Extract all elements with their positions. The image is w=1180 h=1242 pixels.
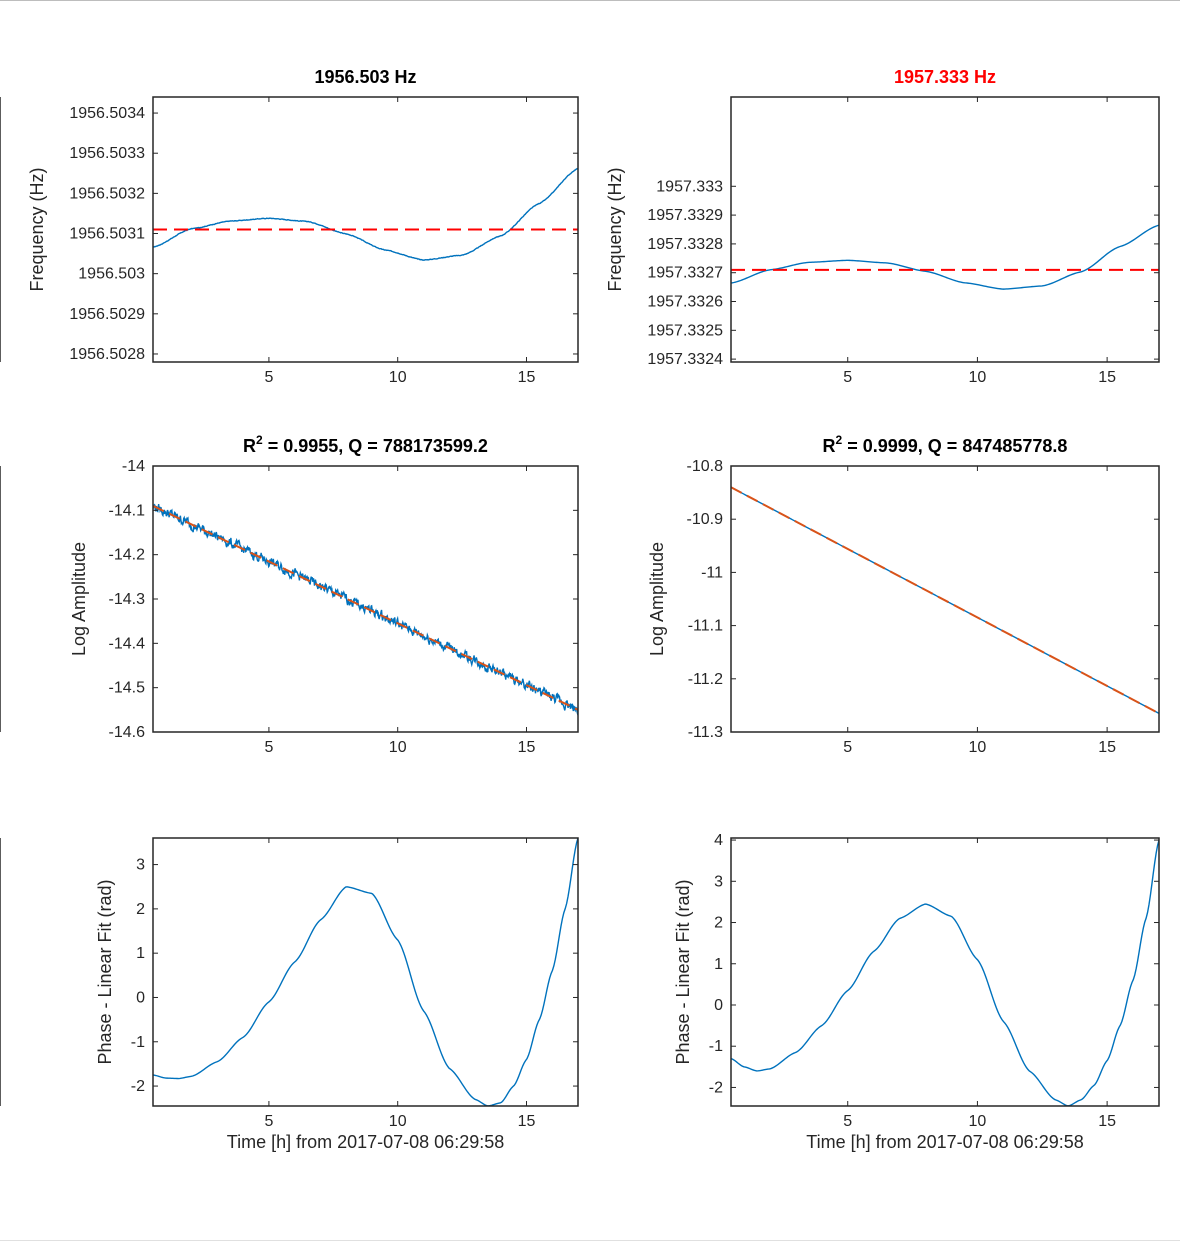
y-tick-label: 2 — [714, 915, 723, 932]
y-tick-label: -11.1 — [688, 618, 723, 635]
panel-2: 5 10 15 1957.3324 1957.3325 1957.3326 1957.332… — [605, 67, 1160, 386]
top-border — [0, 0, 1180, 1]
y-tick-label: 4 — [714, 832, 723, 849]
y-tick-label: -11.2 — [688, 671, 723, 688]
y-tick-label: 1956.5028 — [69, 346, 145, 363]
y-axis-label: Frequency (Hz) — [27, 167, 47, 291]
x-tick-label: 15 — [518, 369, 536, 386]
panel-title: 1957.333 Hz — [894, 67, 996, 87]
y-tick-label: -11.3 — [688, 724, 723, 741]
y-tick-label: 1956.5032 — [69, 185, 145, 202]
x-tick-label: 5 — [264, 739, 273, 756]
data-series — [153, 503, 578, 716]
y-tick-label: -14.5 — [109, 680, 146, 697]
x-tick-label: 10 — [389, 739, 407, 756]
axes-box — [730, 837, 1160, 1107]
x-tick-label: 15 — [518, 1113, 536, 1130]
axes-box — [152, 465, 579, 733]
y-tick-label: -14.2 — [109, 547, 146, 564]
x-tick-label: 5 — [264, 1113, 273, 1130]
x-tick-label: 10 — [969, 369, 987, 386]
x-tick-label: 10 — [969, 739, 987, 756]
y-tick-label: -2 — [131, 1078, 145, 1095]
panel-title: R2 = 0.9955, Q = 788173599.2 — [243, 433, 488, 456]
x-tick-label: 15 — [1098, 739, 1116, 756]
y-tick-label: 1 — [136, 945, 145, 962]
axes-box — [152, 96, 579, 363]
x-tick-label: 15 — [518, 739, 536, 756]
x-axis-label: Time [h] from 2017-07-08 06:29:58 — [227, 1132, 505, 1152]
data-series — [153, 167, 578, 262]
data-series — [731, 224, 1159, 290]
x-tick-label: 5 — [843, 369, 852, 386]
y-tick-label: -10.9 — [687, 511, 724, 528]
y-tick-label: 1957.3328 — [647, 236, 723, 253]
y-tick-label: 1956.5034 — [69, 105, 145, 122]
y-tick-label: -1 — [709, 1038, 723, 1055]
y-tick-label: 0 — [714, 997, 723, 1014]
fit-line — [153, 504, 578, 711]
y-tick-label: -10.8 — [687, 458, 724, 475]
data-series — [731, 839, 1159, 1106]
y-tick-label: 1957.333 — [656, 178, 723, 195]
x-tick-label: 5 — [843, 1113, 852, 1130]
panel-5: 5 10 15 -2 -1 0 1 2 3 Phase - Linear Fit (rad) Tim… — [95, 837, 579, 1152]
y-tick-label: 1956.5029 — [69, 306, 145, 323]
y-tick-label: 3 — [714, 873, 723, 890]
y-tick-label: 1957.3324 — [647, 351, 723, 368]
panel-6: 5 10 15 -2 -1 0 1 2 3 4 Phase - Linear Fit (rad) Ti… — [673, 832, 1160, 1152]
panel-1: 5 10 15 1956.5028 1956.5029 1956.503 1956.5031… — [27, 67, 579, 386]
x-tick-label: 5 — [843, 739, 852, 756]
y-tick-label: 1957.3329 — [647, 207, 723, 224]
y-tick-label: -14.4 — [109, 635, 146, 652]
panel-title: R2 = 0.9999, Q = 847485778.8 — [823, 433, 1068, 456]
y-tick-label: 1956.5031 — [69, 226, 145, 243]
x-tick-label: 10 — [389, 1113, 407, 1130]
panel-title: 1956.503 Hz — [314, 67, 416, 87]
y-tick-label: -1 — [131, 1034, 145, 1051]
panel-3: 5 10 15 -14.6 -14.5 -14.4 -14.3 -14.2 -14.1 -14 R2… — [69, 433, 579, 756]
y-tick-label: -2 — [709, 1079, 723, 1096]
y-tick-label: -14.3 — [109, 591, 146, 608]
fit-line — [731, 486, 1159, 715]
y-axis-label: Frequency (Hz) — [605, 167, 625, 291]
y-tick-label: -14.1 — [109, 502, 146, 519]
x-tick-label: 10 — [389, 369, 407, 386]
y-tick-label: 1956.5033 — [69, 145, 145, 162]
y-tick-label: -14 — [122, 458, 145, 475]
x-tick-label: 10 — [969, 1113, 987, 1130]
y-tick-label: 1956.503 — [78, 266, 145, 283]
y-tick-label: 1957.3327 — [647, 265, 723, 282]
y-tick-label: 1957.3326 — [647, 294, 723, 311]
y-tick-label: 2 — [136, 901, 145, 918]
x-axis-label: Time [h] from 2017-07-08 06:29:58 — [806, 1132, 1084, 1152]
x-tick-label: 5 — [264, 369, 273, 386]
axes-box — [730, 465, 1160, 733]
axes-box — [730, 96, 1160, 363]
y-axis-label: Log Amplitude — [647, 542, 667, 656]
y-tick-label: 3 — [136, 857, 145, 874]
y-axis-label: Phase - Linear Fit (rad) — [673, 879, 693, 1064]
panel-4: 5 10 15 -11.3 -11.2 -11.1 -11 -10.9 -10.8 R2 = 0.… — [647, 433, 1160, 756]
y-tick-label: 0 — [136, 989, 145, 1006]
y-tick-label: 1957.3325 — [647, 322, 723, 339]
y-axis-label: Log Amplitude — [69, 542, 89, 656]
y-axis-label: Phase - Linear Fit (rad) — [95, 879, 115, 1064]
data-series — [153, 838, 578, 1106]
y-tick-label: -14.6 — [109, 724, 146, 741]
axes-box — [152, 837, 579, 1107]
y-tick-label: 1 — [714, 956, 723, 973]
x-tick-label: 15 — [1098, 369, 1116, 386]
y-tick-label: -11 — [701, 564, 723, 581]
bottom-border — [0, 1240, 1180, 1241]
x-tick-label: 15 — [1098, 1113, 1116, 1130]
